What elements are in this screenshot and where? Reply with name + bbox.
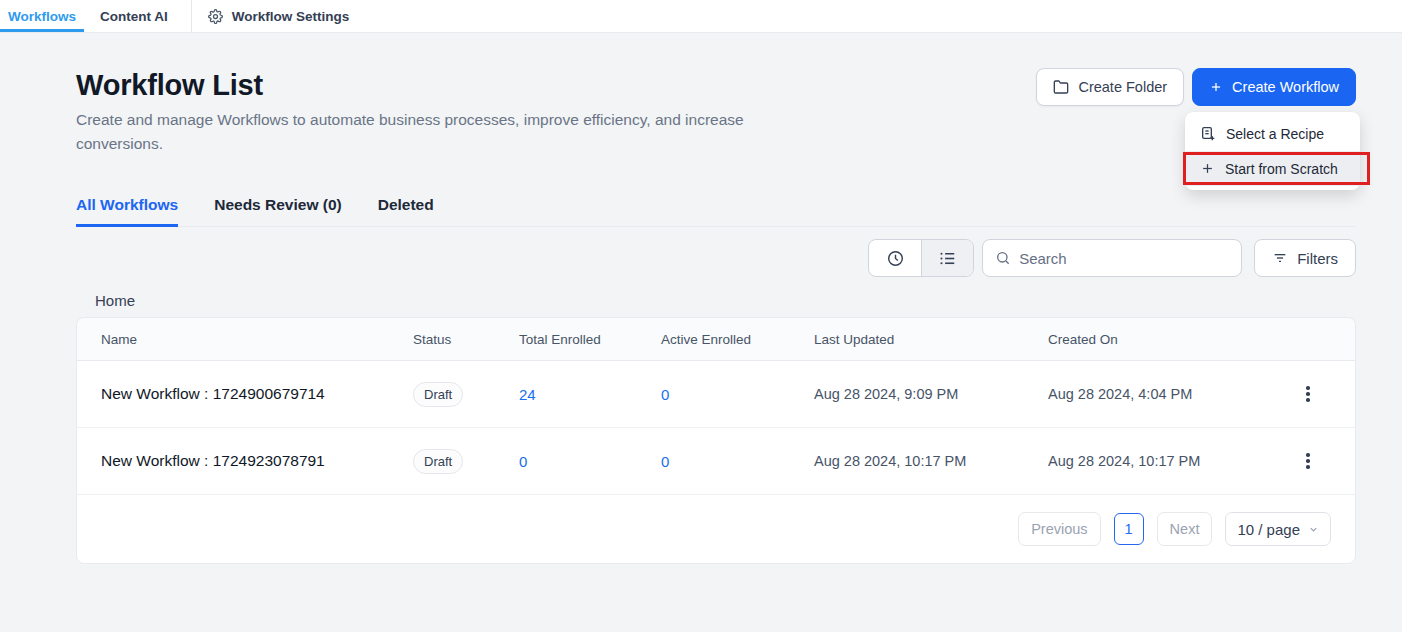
- search-icon: [995, 250, 1011, 266]
- search-input[interactable]: [1019, 250, 1229, 267]
- active-enrolled-link[interactable]: 0: [661, 386, 814, 403]
- nav-tab-workflows-label: Workflows: [8, 9, 76, 24]
- breadcrumb[interactable]: Home: [76, 292, 1356, 309]
- create-folder-button[interactable]: Create Folder: [1036, 68, 1184, 106]
- plus-icon: [1200, 161, 1215, 176]
- nav-tab-workflow-settings-label: Workflow Settings: [232, 9, 350, 24]
- nav-divider: [191, 0, 192, 32]
- menu-item-select-a-recipe-label: Select a Recipe: [1226, 126, 1324, 142]
- page-header: Workflow List Create and manage Workflow…: [76, 68, 1356, 156]
- active-enrolled-link[interactable]: 0: [661, 453, 814, 470]
- nav-tab-workflow-settings[interactable]: Workflow Settings: [200, 0, 358, 32]
- history-view-button[interactable]: [869, 240, 921, 276]
- list-icon: [938, 249, 957, 268]
- column-header-status: Status: [413, 332, 519, 347]
- tab-all-workflows[interactable]: All Workflows: [76, 196, 178, 226]
- row-actions-menu-icon[interactable]: [1298, 386, 1318, 402]
- plus-icon: [1209, 80, 1223, 94]
- nav-tab-workflows[interactable]: Workflows: [0, 0, 84, 32]
- list-view-button[interactable]: [921, 240, 973, 276]
- table-header-row: Name Status Total Enrolled Active Enroll…: [77, 318, 1355, 361]
- create-workflow-button[interactable]: Create Workflow: [1192, 68, 1356, 106]
- create-workflow-menu: Select a Recipe Start from Scratch: [1185, 112, 1360, 190]
- workflow-name[interactable]: New Workflow : 1724900679714: [101, 385, 413, 403]
- tab-needs-review[interactable]: Needs Review (0): [214, 196, 342, 226]
- page-subtitle: Create and manage Workflows to automate …: [76, 108, 821, 156]
- filter-icon: [1272, 250, 1288, 266]
- created-on-value: Aug 28 2024, 10:17 PM: [1048, 453, 1298, 469]
- toolbar: Filters: [76, 239, 1356, 277]
- page-size-select[interactable]: 10 / page: [1225, 512, 1331, 546]
- view-toggle: [868, 239, 974, 277]
- column-header-created-on: Created On: [1048, 332, 1298, 347]
- folder-icon: [1053, 79, 1069, 95]
- nav-tab-content-ai[interactable]: Content AI: [92, 0, 176, 32]
- workflow-name[interactable]: New Workflow : 1724923078791: [101, 452, 413, 470]
- next-page-button[interactable]: Next: [1157, 512, 1213, 546]
- tab-deleted[interactable]: Deleted: [378, 196, 434, 226]
- top-navigation: Workflows Content AI Workflow Settings: [0, 0, 1402, 33]
- column-header-last-updated: Last Updated: [814, 332, 1048, 347]
- menu-item-select-a-recipe[interactable]: Select a Recipe: [1185, 116, 1360, 151]
- table-row: New Workflow : 1724900679714 Draft 24 0 …: [77, 361, 1355, 428]
- filters-label: Filters: [1297, 250, 1338, 267]
- last-updated-value: Aug 28 2024, 10:17 PM: [814, 453, 1048, 469]
- header-actions: Create Folder Create Workflow Select a R…: [1036, 68, 1356, 106]
- column-header-total-enrolled: Total Enrolled: [519, 332, 661, 347]
- page-header-text: Workflow List Create and manage Workflow…: [76, 68, 821, 156]
- menu-item-start-from-scratch[interactable]: Start from Scratch: [1185, 151, 1360, 186]
- page-title: Workflow List: [76, 68, 821, 102]
- created-on-value: Aug 28 2024, 4:04 PM: [1048, 386, 1298, 402]
- main-content: Workflow List Create and manage Workflow…: [0, 68, 1402, 564]
- column-header-active-enrolled: Active Enrolled: [661, 332, 814, 347]
- create-folder-label: Create Folder: [1078, 79, 1167, 95]
- column-header-name: Name: [101, 332, 413, 347]
- page-number-1[interactable]: 1: [1114, 513, 1144, 545]
- workflow-tabs: All Workflows Needs Review (0) Deleted: [76, 196, 1356, 227]
- clock-icon: [886, 249, 905, 268]
- create-workflow-label: Create Workflow: [1232, 79, 1339, 95]
- previous-page-button[interactable]: Previous: [1018, 512, 1100, 546]
- workflow-table: Name Status Total Enrolled Active Enroll…: [76, 317, 1356, 564]
- search-box: [982, 239, 1242, 277]
- total-enrolled-link[interactable]: 24: [519, 386, 661, 403]
- filters-button[interactable]: Filters: [1254, 239, 1356, 277]
- total-enrolled-link[interactable]: 0: [519, 453, 661, 470]
- row-actions-menu-icon[interactable]: [1298, 453, 1318, 469]
- last-updated-value: Aug 28 2024, 9:09 PM: [814, 386, 1048, 402]
- status-badge: Draft: [413, 449, 463, 474]
- page-size-label: 10 / page: [1237, 521, 1300, 538]
- recipe-icon: [1200, 126, 1216, 142]
- nav-tab-content-ai-label: Content AI: [100, 9, 168, 24]
- chevron-down-icon: [1308, 524, 1319, 535]
- menu-item-start-from-scratch-label: Start from Scratch: [1225, 161, 1338, 177]
- gear-icon: [208, 9, 223, 24]
- status-badge: Draft: [413, 382, 463, 407]
- pagination: Previous 1 Next 10 / page: [77, 495, 1355, 563]
- table-row: New Workflow : 1724923078791 Draft 0 0 A…: [77, 428, 1355, 495]
